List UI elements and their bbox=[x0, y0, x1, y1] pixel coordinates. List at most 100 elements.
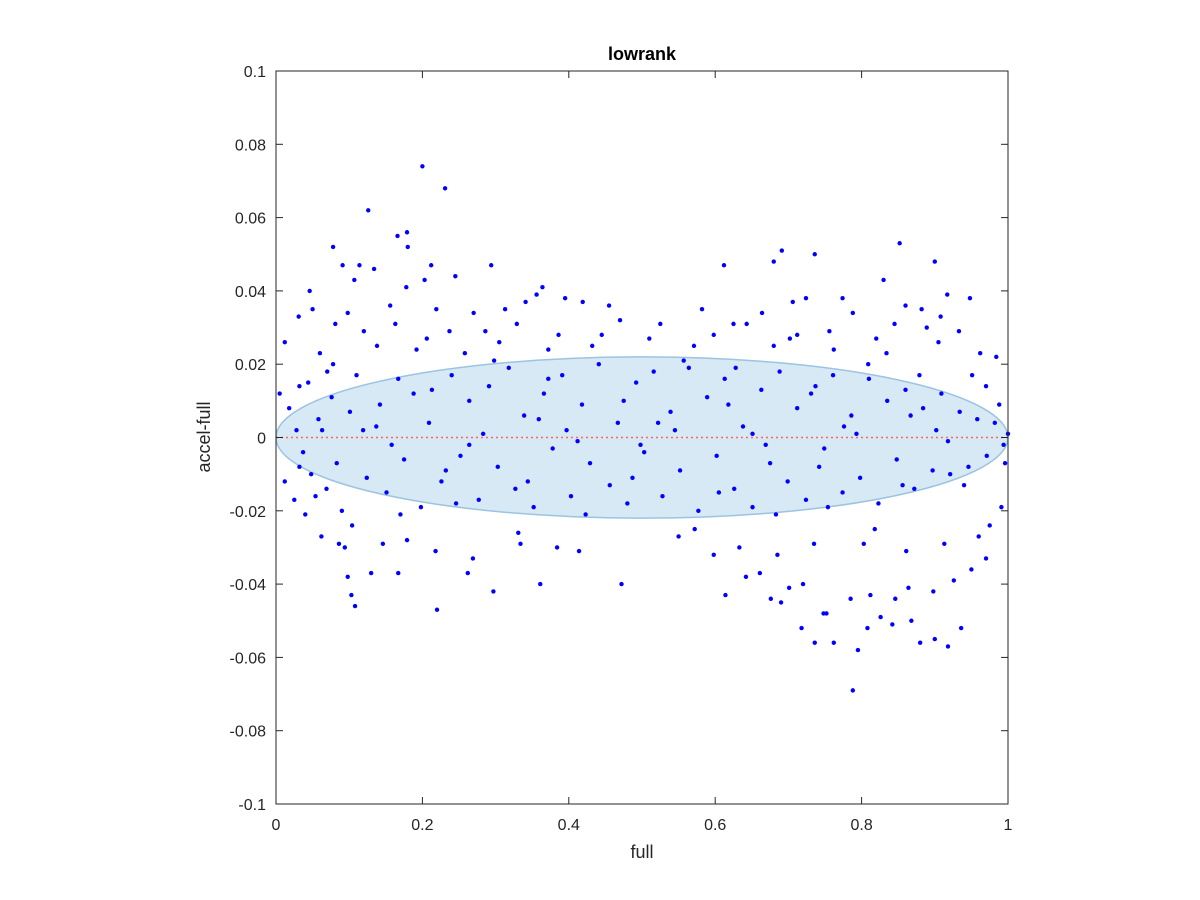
scatter-point bbox=[404, 230, 410, 235]
scatter-point bbox=[336, 541, 342, 546]
scatter-point bbox=[525, 479, 531, 484]
scatter-point bbox=[841, 424, 847, 429]
scatter-point bbox=[893, 596, 898, 601]
y-tick-label: -0.08 bbox=[230, 724, 267, 741]
scatter-point bbox=[785, 479, 790, 484]
scatter-point bbox=[471, 310, 476, 316]
scatter-point bbox=[404, 285, 409, 290]
scatter-point bbox=[676, 534, 681, 539]
scatter-point bbox=[890, 622, 895, 627]
scatter-point bbox=[822, 446, 827, 451]
scatter-point bbox=[874, 336, 879, 341]
scatter-point bbox=[865, 362, 871, 367]
scatter-point bbox=[872, 526, 877, 532]
scatter-point bbox=[994, 354, 999, 360]
scatter-point bbox=[447, 329, 452, 334]
scatter-point bbox=[606, 303, 612, 308]
y-tick-label: 0.04 bbox=[235, 284, 266, 301]
scatter-point bbox=[334, 460, 339, 466]
scatter-point bbox=[422, 277, 427, 283]
scatter-point bbox=[786, 585, 792, 590]
scatter-point bbox=[750, 504, 755, 510]
scatter-point bbox=[352, 603, 358, 609]
scatter-point bbox=[865, 625, 870, 631]
scatter-point bbox=[808, 391, 814, 396]
scatter-point bbox=[956, 329, 962, 334]
scatter-point bbox=[587, 460, 593, 466]
scatter-point bbox=[349, 592, 354, 598]
scatter-point bbox=[518, 541, 523, 546]
x-axis-title: full bbox=[630, 842, 653, 862]
scatter-point bbox=[924, 325, 929, 330]
scatter-point bbox=[491, 358, 497, 363]
scatter-point bbox=[317, 351, 323, 356]
scatter-point bbox=[495, 464, 500, 470]
scatter-point bbox=[433, 548, 438, 554]
scatter-point bbox=[794, 332, 800, 338]
scatter-point bbox=[868, 592, 873, 598]
scatter-point bbox=[744, 321, 749, 327]
scatter-point bbox=[909, 618, 914, 623]
scatter-point bbox=[641, 449, 647, 455]
y-axis: -0.1 -0.08 -0.06 -0.04 -0.02 0 0.02 0.04 0.06 0.0… bbox=[230, 64, 1008, 814]
scatter-point bbox=[303, 512, 308, 517]
scatter-point bbox=[917, 640, 923, 645]
scatter-point bbox=[967, 296, 973, 301]
scatter-point bbox=[467, 398, 472, 404]
scatter-point bbox=[947, 471, 953, 477]
scatter-point bbox=[540, 285, 545, 290]
scatter-point bbox=[920, 405, 926, 411]
scatter-point bbox=[878, 614, 883, 620]
scatter-point bbox=[568, 493, 574, 499]
scatter-point bbox=[799, 625, 804, 631]
scatter-point bbox=[976, 534, 981, 539]
scatter-point bbox=[324, 486, 329, 492]
scatter-point bbox=[677, 468, 683, 473]
scatter-point bbox=[411, 391, 416, 396]
scatter-point bbox=[932, 259, 937, 264]
scatter-point bbox=[374, 343, 380, 349]
scatter-point bbox=[621, 398, 626, 404]
scatter-point bbox=[393, 321, 398, 327]
scatter-point bbox=[316, 416, 321, 422]
scatter-point bbox=[292, 497, 297, 503]
scatter-point bbox=[506, 365, 511, 371]
scatter-point bbox=[396, 376, 401, 382]
scatter-point bbox=[546, 347, 551, 352]
scatter-point bbox=[330, 244, 336, 250]
scatter-point bbox=[414, 347, 419, 352]
scatter-point bbox=[711, 332, 716, 338]
scatter-point bbox=[716, 490, 722, 495]
scatter-point bbox=[903, 387, 908, 393]
scatter-point bbox=[306, 380, 311, 385]
scatter-point bbox=[771, 343, 776, 349]
scatter-point bbox=[442, 186, 448, 191]
scatter-point bbox=[352, 277, 357, 283]
scatter-point bbox=[840, 490, 845, 495]
scatter-point bbox=[892, 321, 897, 327]
scatter-point bbox=[811, 541, 817, 546]
scatter-point bbox=[932, 636, 937, 642]
scatter-point bbox=[691, 343, 697, 349]
scatter-point bbox=[580, 299, 585, 305]
scatter-point bbox=[483, 329, 488, 334]
scatter-point bbox=[579, 402, 585, 407]
scatter-point bbox=[536, 416, 541, 422]
scatter-point bbox=[395, 233, 400, 239]
scatter-point bbox=[630, 475, 635, 481]
scatter-point bbox=[699, 307, 705, 312]
scatter-point bbox=[763, 442, 768, 448]
y-tick-label: -0.02 bbox=[230, 504, 267, 521]
scatter-point bbox=[531, 504, 536, 510]
scatter-point bbox=[453, 501, 459, 506]
x-tick-label: 0.6 bbox=[704, 817, 726, 834]
scatter-point bbox=[938, 314, 943, 319]
scatter-point bbox=[333, 321, 338, 327]
scatter-point bbox=[599, 332, 604, 338]
scatter-point bbox=[398, 512, 403, 517]
scatter-point bbox=[325, 369, 330, 374]
scatter-point bbox=[866, 376, 872, 382]
scatter-point bbox=[625, 501, 630, 506]
scatter-point bbox=[743, 574, 749, 579]
scatter-point bbox=[803, 296, 809, 301]
